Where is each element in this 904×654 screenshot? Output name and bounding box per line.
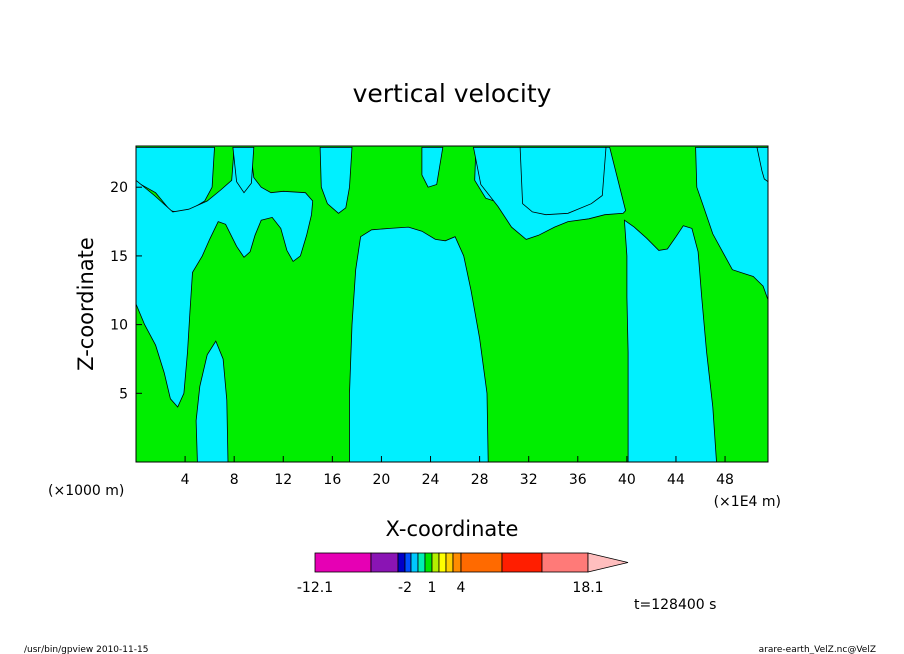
colorbar-segment bbox=[370, 552, 399, 573]
x-unit-left: (×1000 m) bbox=[48, 483, 124, 499]
colorbar-label: -12.1 bbox=[297, 580, 333, 596]
x-tick-label: 28 bbox=[471, 472, 489, 488]
negative-region-5 bbox=[319, 147, 353, 214]
colorbar-label: 18.1 bbox=[572, 580, 603, 596]
colorbar-segment bbox=[452, 552, 462, 573]
colorbar-segment bbox=[410, 552, 419, 573]
colorbar-segment bbox=[460, 552, 503, 573]
plot-area bbox=[135, 145, 769, 463]
negative-region-7 bbox=[421, 147, 444, 188]
colorbar-arrow bbox=[587, 552, 629, 573]
colorbar-label: -2 bbox=[398, 580, 412, 596]
colorbar bbox=[314, 552, 629, 573]
y-tick-label: 5 bbox=[119, 386, 128, 402]
colorbar-segment bbox=[438, 552, 447, 573]
x-tick-label: 36 bbox=[569, 472, 587, 488]
colorbar-segment bbox=[417, 552, 426, 573]
colorbar-segment bbox=[397, 552, 406, 573]
y-tick-label: 20 bbox=[110, 180, 128, 196]
colorbar-label: 4 bbox=[457, 580, 466, 596]
x-tick-label: 4 bbox=[181, 472, 190, 488]
y-tick-label: 10 bbox=[110, 318, 128, 334]
colorbar-label: 1 bbox=[428, 580, 437, 596]
colorbar-segment bbox=[445, 552, 454, 573]
footer-right: arare-earth_VelZ.nc@VelZ bbox=[759, 645, 876, 654]
x-tick-label: 12 bbox=[274, 472, 292, 488]
colorbar-segment bbox=[424, 552, 433, 573]
colorbar-segment bbox=[404, 552, 412, 573]
colorbar-labels: -12.1 -2 1 4 18.1 bbox=[297, 580, 604, 596]
x-axis-ticks: 4 8 12 16 20 24 28 32 36 40 44 48 bbox=[181, 456, 734, 488]
plot-frame bbox=[135, 145, 769, 463]
negative-region-2 bbox=[135, 147, 314, 408]
x-axis-label: X-coordinate bbox=[386, 517, 519, 541]
negative-region-10 bbox=[519, 147, 607, 216]
negative-velocity-regions bbox=[135, 147, 769, 463]
negative-region-13 bbox=[756, 147, 769, 183]
negative-region-11 bbox=[623, 219, 717, 463]
negative-region-4 bbox=[232, 147, 255, 194]
y-tick-label: 15 bbox=[110, 249, 128, 265]
negative-region-6 bbox=[349, 226, 489, 463]
colorbar-segment bbox=[541, 552, 589, 573]
chart-title: vertical velocity bbox=[353, 79, 552, 108]
x-tick-label: 20 bbox=[373, 472, 391, 488]
colorbar-segment bbox=[501, 552, 543, 573]
x-tick-label: 48 bbox=[716, 472, 734, 488]
x-tick-label: 8 bbox=[230, 472, 239, 488]
time-label: t=128400 s bbox=[634, 597, 716, 613]
negative-region-3 bbox=[195, 340, 229, 463]
colorbar-segment bbox=[314, 552, 372, 573]
x-tick-label: 32 bbox=[520, 472, 538, 488]
y-axis-ticks: 5 10 15 20 bbox=[110, 180, 142, 402]
x-tick-label: 24 bbox=[422, 472, 440, 488]
x-tick-label: 40 bbox=[618, 472, 636, 488]
x-unit-right: (×1E4 m) bbox=[714, 494, 781, 510]
x-tick-label: 44 bbox=[667, 472, 685, 488]
footer-left: /usr/bin/gpview 2010-11-15 bbox=[24, 645, 148, 654]
y-axis-label: Z-coordinate bbox=[74, 237, 98, 371]
x-tick-label: 16 bbox=[323, 472, 341, 488]
colorbar-segment bbox=[431, 552, 440, 573]
